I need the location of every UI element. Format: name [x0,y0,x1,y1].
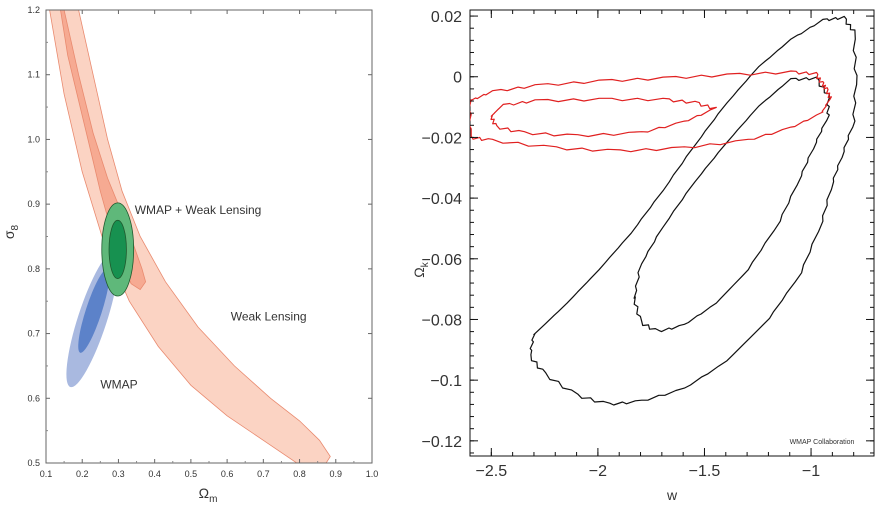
right-x-tick-label: −2.5 [476,463,508,480]
left-x-tick-label: 0.1 [40,469,53,479]
right-y-tick-label: −0.08 [422,312,463,329]
weak-lensing-outer-region [49,10,331,463]
contour-label: WMAP [100,378,137,392]
wmap-collaboration-annotation: WMAP Collaboration [790,439,855,446]
right-y-tick-label: −0.04 [422,191,463,208]
left-y-axis-label-subscript: 8 [10,224,21,230]
red-outer-contour [470,70,832,153]
left-y-tick-label: 0.8 [27,264,40,274]
left-plot-area [49,10,331,463]
right-y-tick-label: −0.12 [422,434,463,451]
right-x-tick-label: −1.5 [689,463,721,480]
left-y-tick-label: 0.7 [27,329,40,339]
left-x-tick-label: 0.7 [257,469,270,479]
left-y-tick-label: 1.2 [27,5,40,15]
left-x-axis-label-subscript: m [209,494,217,505]
combined-inner-ellipse [108,219,127,279]
panel-sigma8-vs-omega-m: 0.1 0.2 0.3 0.4 0.5 0.6 0.7 0.8 0.9 1.0 0.5 0.6 0.7 0… [1,5,378,505]
right-y-axis-label-main: Ω [411,267,427,277]
black-inner-contour [633,76,830,333]
left-x-tick-label: 1.0 [366,469,379,479]
contour-label: Weak Lensing [231,310,307,324]
left-y-tick-label: 0.5 [27,458,40,468]
left-y-tick-label: 0.9 [27,199,40,209]
right-plot-area [470,15,858,406]
weak-lensing-inner-region [60,10,147,291]
right-y-axis-label: Ωk [411,261,431,277]
right-x-tick-label: −2 [589,463,607,480]
right-y-tick-label: 0 [453,70,462,87]
left-x-tick-label: 0.3 [112,469,125,479]
panel-omega-k-vs-w: −2.5 −2 −1.5 −1 0.02 0 −0.02 −0.04 −0.06 −0.08 −0.… [411,9,875,503]
wmap-inner-ellipse [78,268,110,353]
left-x-tick-label: 0.4 [148,469,161,479]
right-x-axis-label: w [666,487,678,503]
left-x-tick-label: 0.8 [293,469,306,479]
left-y-axis-label: σ8 [1,224,21,239]
right-y-tick-label: −0.06 [422,252,463,269]
left-x-tick-label: 0.9 [330,469,343,479]
red-inner-contour [490,97,717,138]
right-y-tick-label: 0.02 [431,9,462,26]
left-x-axis-label-main: Ω [199,485,209,501]
left-y-tick-label: 0.6 [27,393,40,403]
black-outer-contour [529,15,858,406]
right-y-tick-label: −0.02 [422,130,463,147]
left-y-tick-label: 1.0 [27,134,40,144]
contour-label: WMAP + Weak Lensing [135,203,262,217]
left-x-tick-label: 0.6 [221,469,234,479]
left-x-tick-label: 0.5 [185,469,198,479]
right-x-tick-label: −1 [802,463,820,480]
left-x-tick-label: 0.2 [76,469,89,479]
left-y-axis-label-main: σ [1,230,17,239]
right-y-axis-label-subscript: k [420,261,431,267]
left-y-tick-label: 1.1 [27,70,40,80]
left-x-axis-label: Ωm [199,485,218,505]
right-y-tick-label: −0.1 [430,373,462,390]
